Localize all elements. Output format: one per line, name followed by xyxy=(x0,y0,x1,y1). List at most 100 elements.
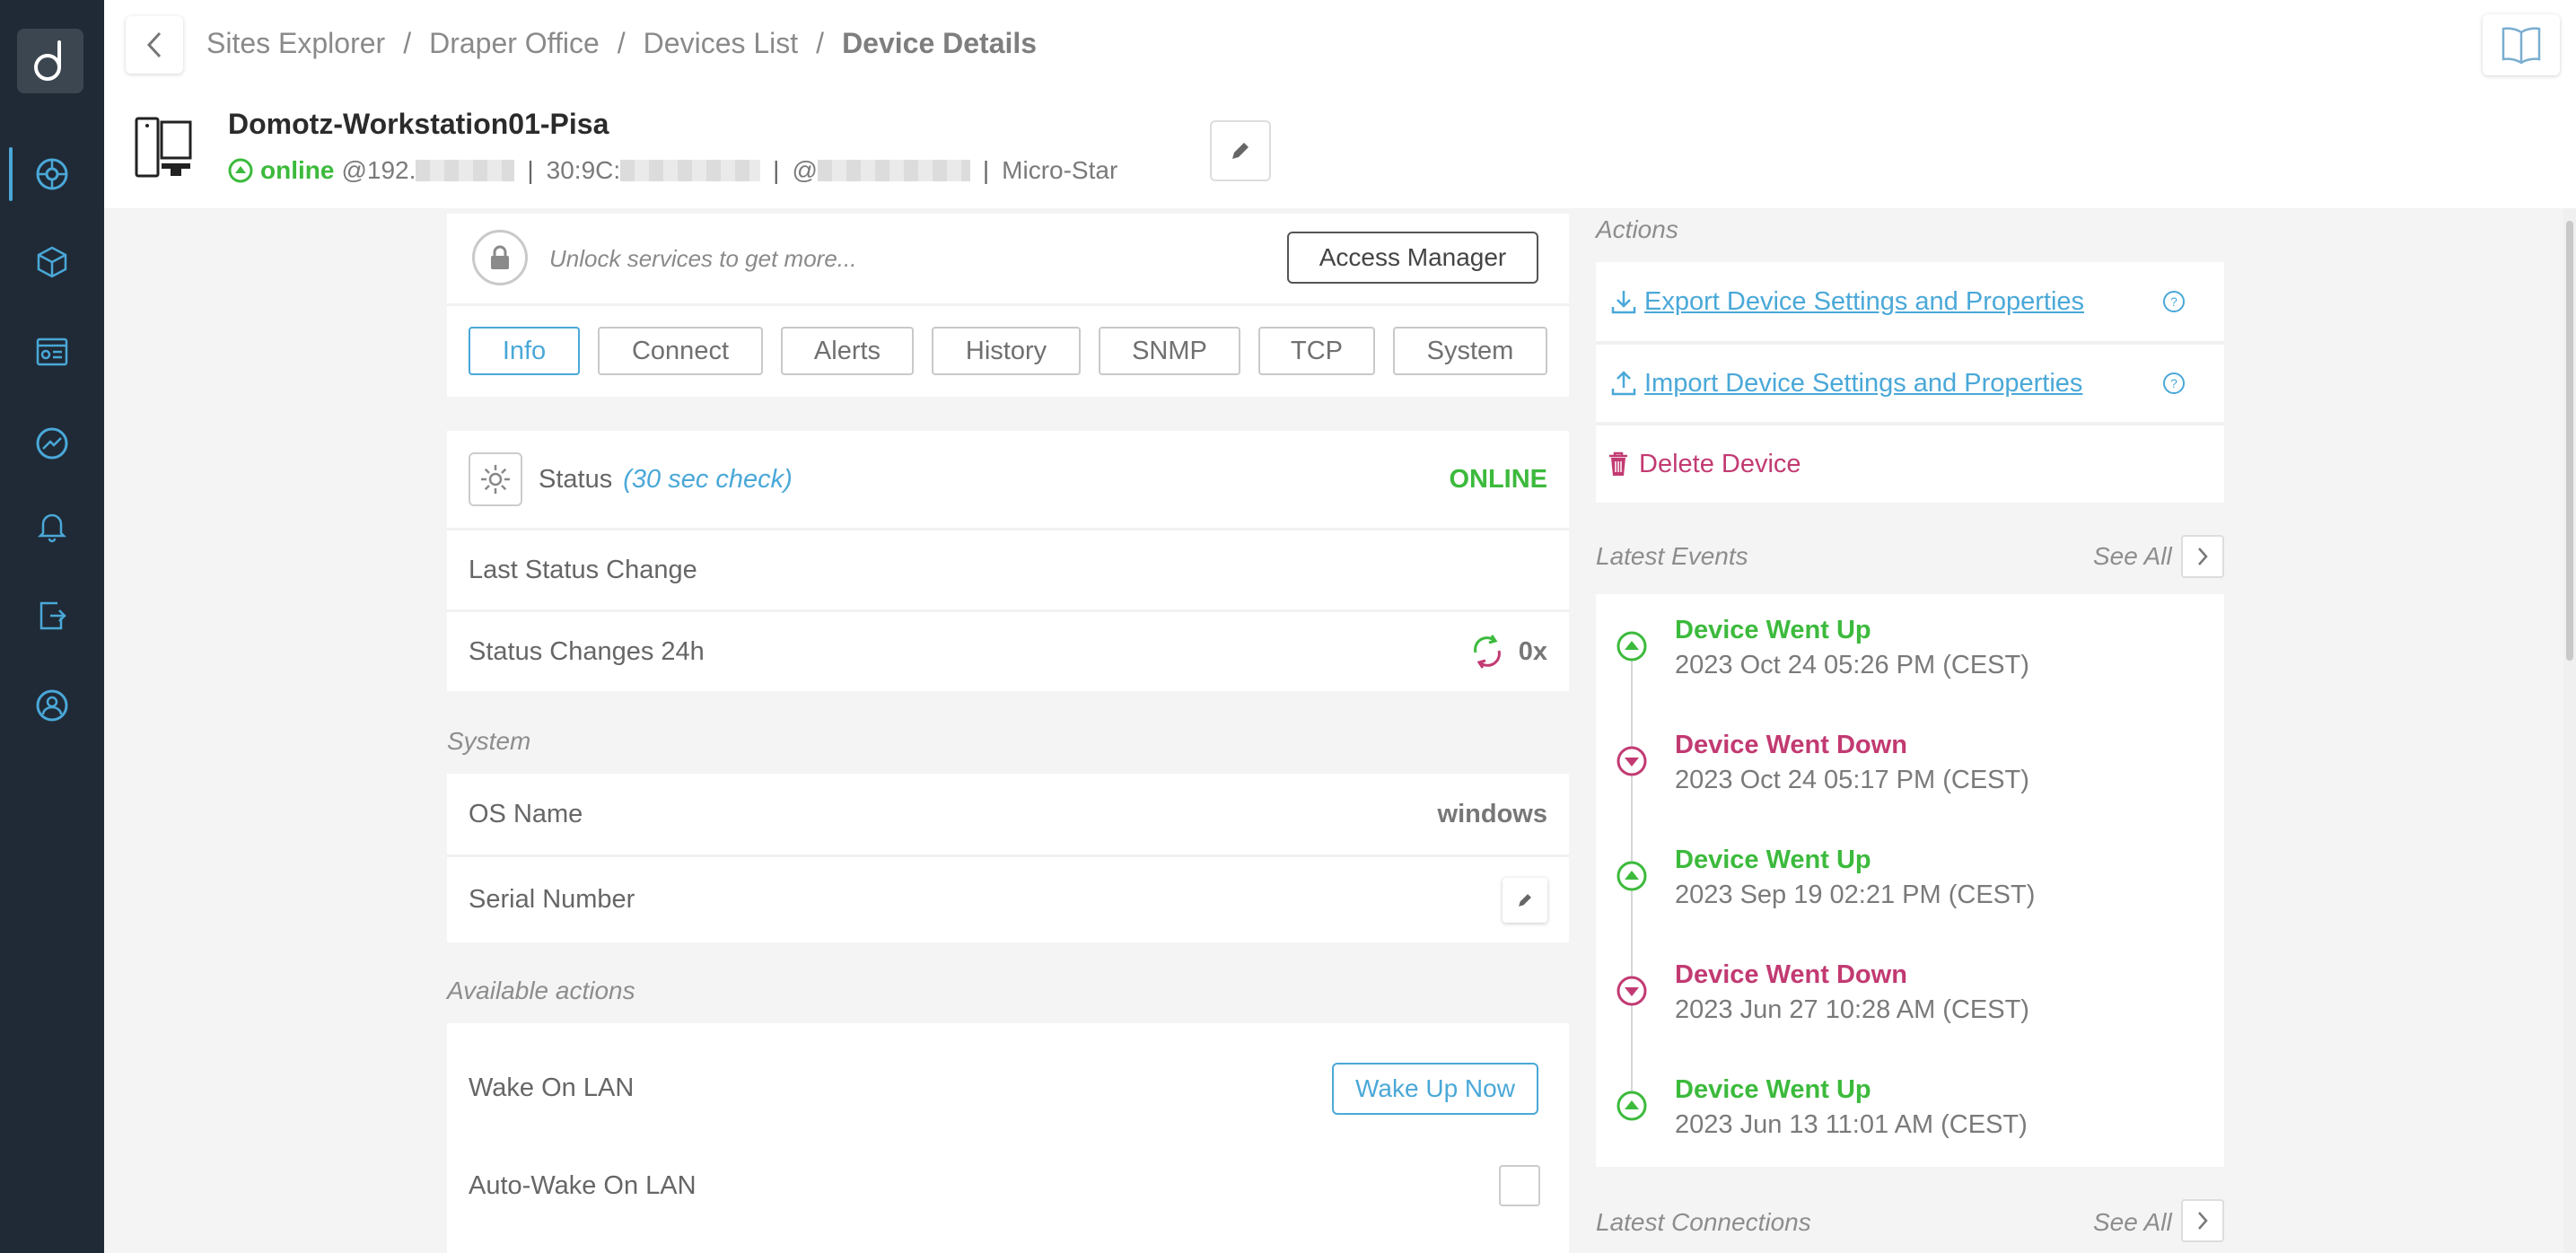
status-row: Status (30 sec check) ONLINE xyxy=(447,431,1569,528)
event-date: 2023 Sep 19 02:21 PM (CEST) xyxy=(1675,881,2036,909)
meta-divider: | xyxy=(982,156,990,184)
events-see-all-button[interactable] xyxy=(2181,535,2224,578)
access-manager-button[interactable]: Access Manager xyxy=(1287,232,1538,284)
divider xyxy=(447,854,1569,857)
tab-tcp[interactable]: TCP xyxy=(1258,327,1375,375)
page-scrollbar[interactable] xyxy=(2563,208,2576,1253)
breadcrumb-separator: / xyxy=(403,27,412,59)
tab-connect[interactable]: Connect xyxy=(598,327,763,375)
export-share-icon xyxy=(39,601,66,630)
system-section-label: System xyxy=(447,727,531,755)
breadcrumb-sites-explorer[interactable]: Sites Explorer xyxy=(206,27,386,59)
meta-divider: | xyxy=(773,156,780,184)
last-status-change-row: Last Status Change xyxy=(447,530,1569,609)
nav-devices[interactable] xyxy=(0,226,104,298)
serial-number-row: Serial Number xyxy=(447,857,1569,942)
pencil-icon xyxy=(1232,143,1249,159)
domotz-logo[interactable] xyxy=(17,29,83,93)
latest-connections-label: Latest Connections xyxy=(1596,1208,1811,1236)
events-see-all-link[interactable]: See All xyxy=(2093,542,2172,570)
export-row: Export Device Settings and Properties ? xyxy=(1596,262,2224,341)
status-changes-value: 0x xyxy=(1518,636,1547,666)
event-date: 2023 Jun 13 11:01 AM (CEST) xyxy=(1675,1110,2028,1139)
wake-up-now-button[interactable]: Wake Up Now xyxy=(1332,1063,1538,1115)
import-row: Import Device Settings and Properties ? xyxy=(1596,345,2224,422)
event-down-icon xyxy=(1617,746,1647,776)
breadcrumb-devices-list[interactable]: Devices List xyxy=(643,27,799,59)
chevron-right-icon xyxy=(2198,1212,2208,1230)
help-icon[interactable]: ? xyxy=(2161,289,2186,314)
status-check-interval[interactable]: (30 sec check) xyxy=(623,464,793,494)
tab-system[interactable]: System xyxy=(1393,327,1547,375)
header: Sites Explorer / Draper Office / Devices Lis… xyxy=(104,0,2576,208)
pencil-icon xyxy=(1519,893,1531,907)
settings-button[interactable] xyxy=(469,452,522,506)
auto-wake-checkbox[interactable] xyxy=(1499,1165,1540,1206)
breadcrumb: Sites Explorer / Draper Office / Devices Lis… xyxy=(206,27,1037,60)
divider xyxy=(447,528,1569,530)
event-item[interactable]: Device Went Up 2023 Jun 13 11:01 AM (CES… xyxy=(1675,1075,2028,1140)
domotz-logo-icon xyxy=(34,40,61,81)
edit-serial-button[interactable] xyxy=(1503,877,1547,923)
latest-events-label: Latest Events xyxy=(1596,542,1748,570)
delete-device-label[interactable]: Delete Device xyxy=(1639,449,1801,478)
chevron-left-icon xyxy=(146,31,162,58)
connections-see-all-link[interactable]: See All xyxy=(2093,1208,2172,1236)
breadcrumb-draper-office[interactable]: Draper Office xyxy=(429,27,600,59)
info-header-card: Unlock services to get more... Access Ma… xyxy=(447,214,1569,397)
unlock-text: Unlock services to get more... xyxy=(549,245,857,272)
event-title: Device Went Down xyxy=(1675,960,1907,989)
export-settings-link[interactable]: Export Device Settings and Properties xyxy=(1644,286,2085,316)
event-item[interactable]: Device Went Down 2023 Jun 27 10:28 AM (C… xyxy=(1675,960,2029,1025)
wake-on-lan-row: Wake On LAN xyxy=(447,1023,1569,1152)
nav-integrations[interactable] xyxy=(0,580,104,652)
event-item[interactable]: Device Went Down 2023 Oct 24 05:17 PM (C… xyxy=(1675,731,2029,795)
import-settings-link[interactable]: Import Device Settings and Properties xyxy=(1644,368,2083,398)
serial-number-label: Serial Number xyxy=(469,885,635,914)
svg-text:?: ? xyxy=(2170,376,2177,390)
wake-on-lan-label: Wake On LAN xyxy=(469,1073,635,1102)
help-icon[interactable]: ? xyxy=(2161,371,2186,396)
available-actions-label: Available actions xyxy=(447,977,635,1004)
device-vendor: Micro-Star xyxy=(1002,156,1118,184)
redacted-mac xyxy=(620,160,761,181)
nav-support[interactable] xyxy=(0,670,104,741)
network-monitor-icon xyxy=(36,427,68,460)
tab-info[interactable]: Info xyxy=(469,327,580,375)
device-host-prefix: @ xyxy=(792,156,818,184)
latest-events-card: Device Went Up 2023 Oct 24 05:26 PM (CES… xyxy=(1596,594,2224,1167)
system-card: OS Name windows Serial Number xyxy=(447,774,1569,942)
nav-alerts[interactable] xyxy=(0,490,104,562)
divider xyxy=(1596,341,2224,345)
status-card: Status (30 sec check) ONLINE Last Status… xyxy=(447,431,1569,691)
status-changes-label: Status Changes 24h xyxy=(469,636,705,666)
status-change-cycle-icon xyxy=(1473,635,1501,669)
back-button[interactable] xyxy=(126,16,183,74)
event-item[interactable]: Device Went Up 2023 Oct 24 05:26 PM (CES… xyxy=(1675,616,2029,680)
breadcrumb-separator: / xyxy=(816,27,825,59)
tab-alerts[interactable]: Alerts xyxy=(781,327,914,375)
redacted-ip xyxy=(416,160,515,181)
status-up-icon xyxy=(228,158,253,183)
delete-device-row[interactable]: Delete Device xyxy=(1596,425,2224,503)
device-mac-prefix: 30:9C: xyxy=(546,156,621,184)
scrollbar-thumb[interactable] xyxy=(2566,221,2573,661)
event-up-icon xyxy=(1617,1091,1647,1121)
tab-snmp[interactable]: SNMP xyxy=(1099,327,1240,375)
event-item[interactable]: Device Went Up 2023 Sep 19 02:21 PM (CES… xyxy=(1675,846,2035,910)
os-name-value: windows xyxy=(1437,799,1547,828)
tab-history[interactable]: History xyxy=(932,327,1081,375)
lock-icon xyxy=(472,230,528,285)
event-up-icon xyxy=(1617,631,1647,662)
actions-card: Export Device Settings and Properties ? … xyxy=(1596,262,2224,503)
connections-see-all-button[interactable] xyxy=(2181,1199,2224,1242)
nav-sites[interactable] xyxy=(0,138,104,210)
edit-device-button[interactable] xyxy=(1210,120,1271,181)
user-support-icon xyxy=(36,689,68,722)
nav-network[interactable] xyxy=(0,407,104,479)
breadcrumb-current: Device Details xyxy=(842,27,1038,59)
documentation-button[interactable] xyxy=(2483,14,2560,75)
divider xyxy=(1596,422,2224,425)
nav-dashboard[interactable] xyxy=(0,316,104,388)
chevron-right-icon xyxy=(2198,548,2208,565)
